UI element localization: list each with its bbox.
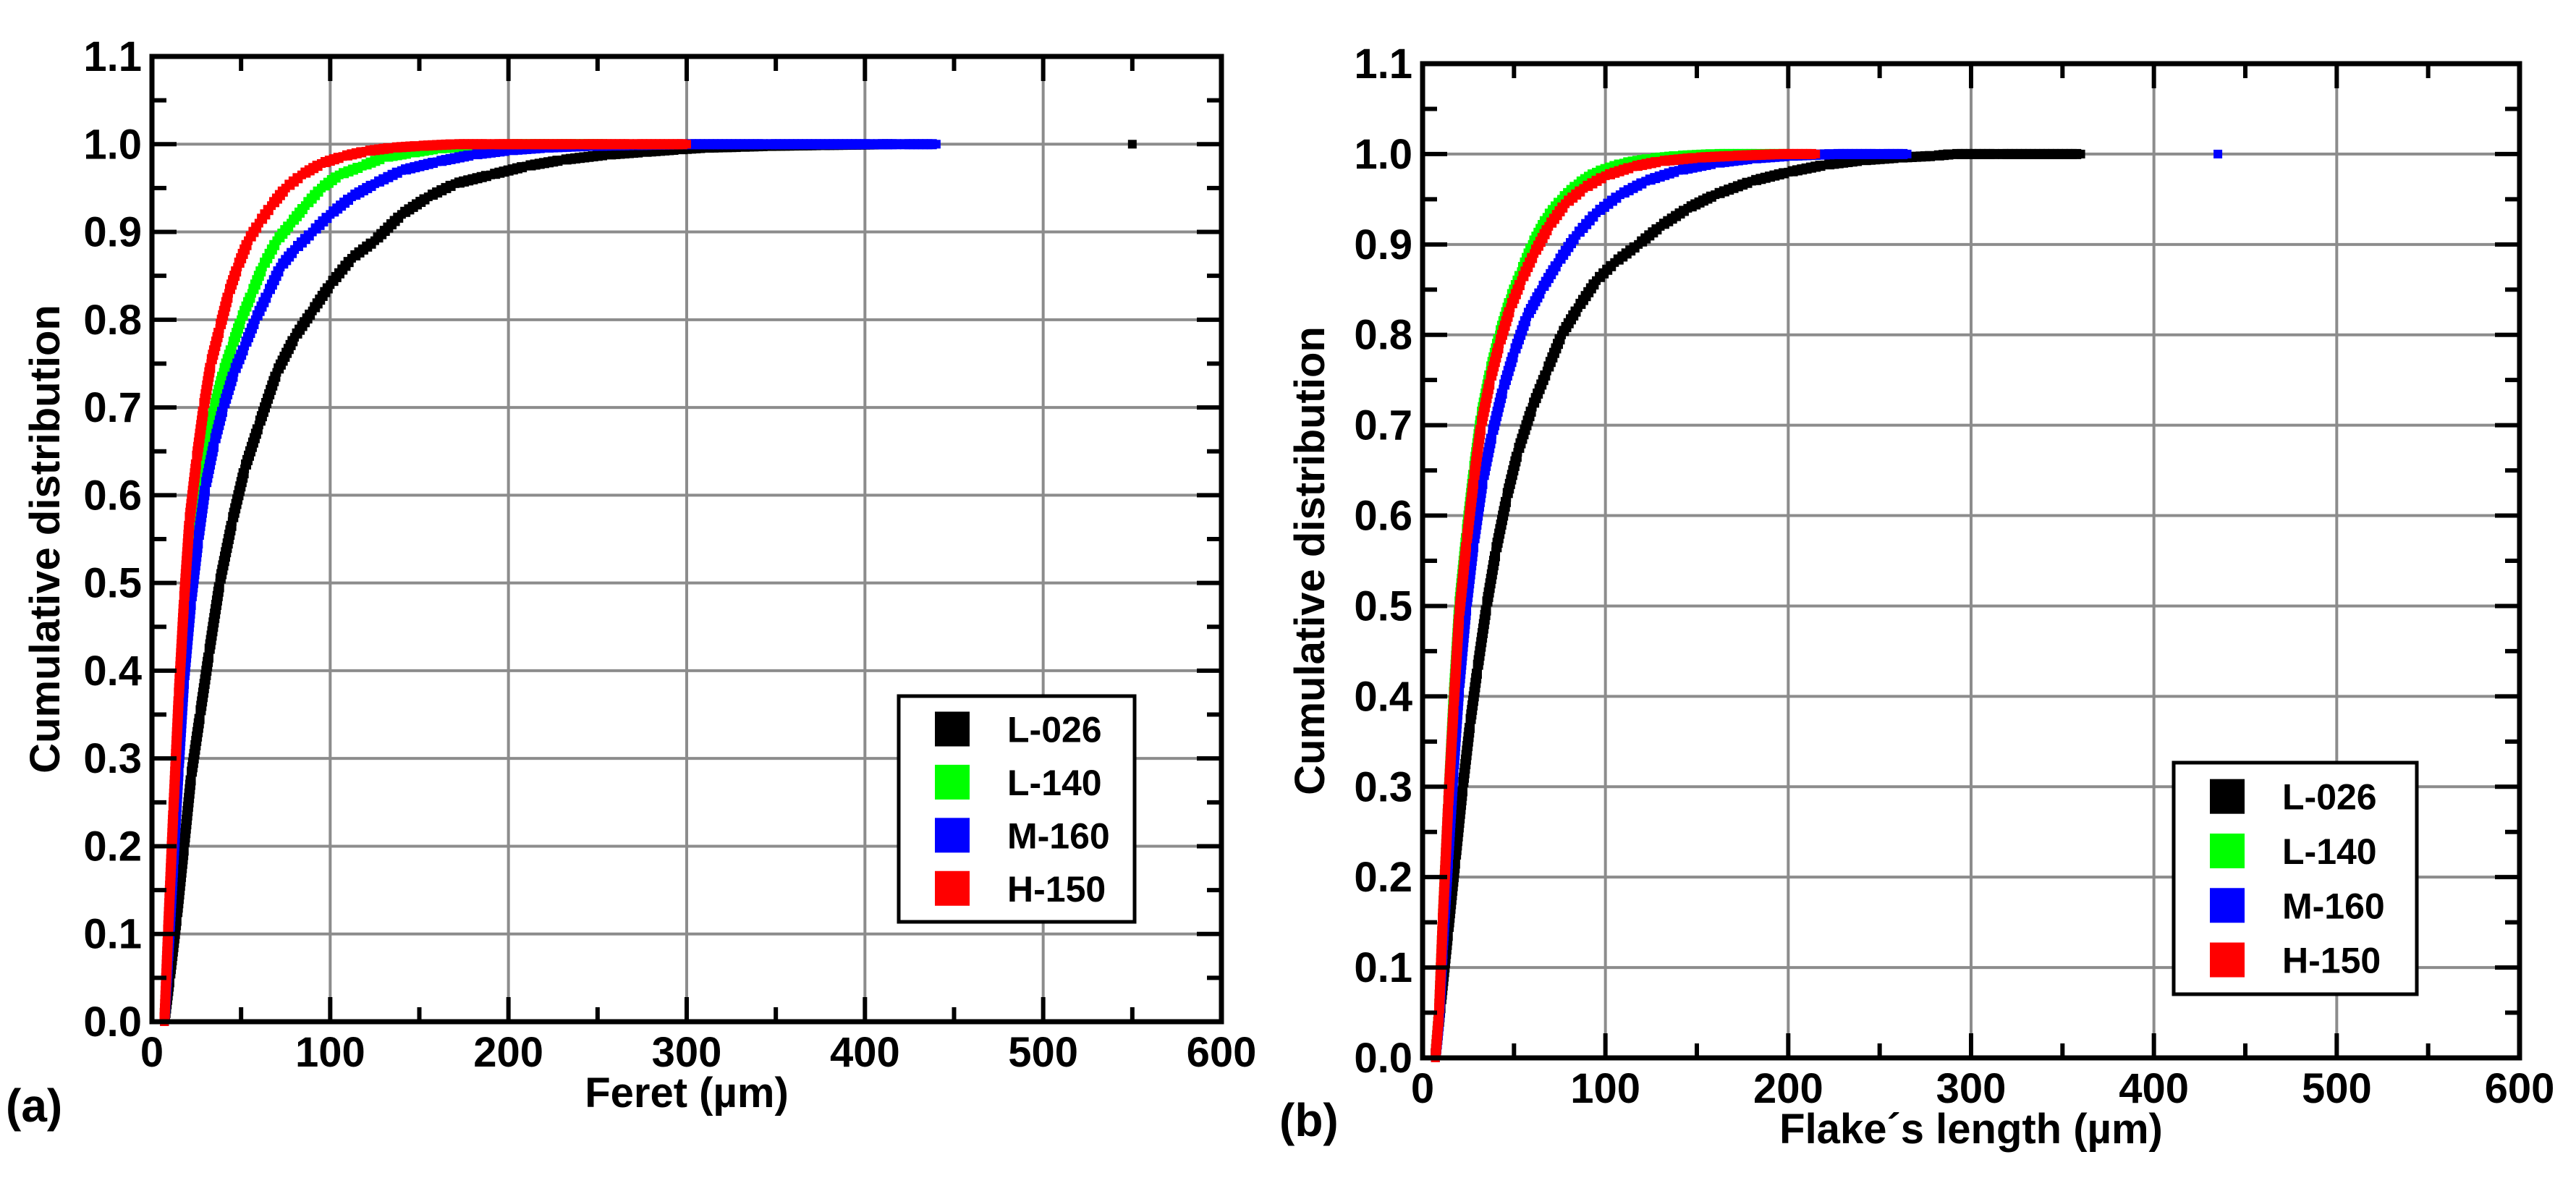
y-tick-label: 0.4 (1354, 673, 1412, 720)
chart-panel-a: 0 100 200 300 400 500 600 0.0 0.1 0.2 0.3 0.4 0.5 0.6… (6, 33, 1256, 1132)
data-marks (1431, 148, 2223, 1062)
data-point (1902, 149, 1912, 158)
y-tick-label: 0.5 (83, 560, 142, 607)
y-tick-label: 1.0 (83, 121, 142, 168)
data-point (1127, 140, 1137, 149)
legend-label: H-150 (1007, 869, 1106, 910)
legend-label: H-150 (2282, 941, 2381, 981)
y-tick-label: 0.3 (83, 735, 142, 782)
x-axis-title: Feret (µm) (585, 1069, 789, 1116)
x-tick-label: 200 (1753, 1065, 1823, 1112)
legend-swatch (935, 818, 970, 853)
legend-swatch (935, 870, 970, 906)
x-tick-label: 0 (1411, 1065, 1434, 1112)
legend-label: M-160 (2282, 886, 2385, 926)
legend: L-026 L-140 M-160 H-150 (897, 694, 1137, 924)
series-H-150 (159, 139, 691, 1026)
y-tick-label: 0.8 (83, 297, 142, 344)
y-tick-label: 0.9 (83, 209, 142, 256)
x-tick-label: 300 (1936, 1065, 2007, 1112)
y-tick-label: 0.4 (83, 648, 142, 695)
y-tick-label: 0.6 (83, 472, 142, 519)
data-point (682, 140, 691, 149)
data-point (2076, 149, 2085, 158)
data-point (1811, 149, 1821, 158)
x-tick-label: 300 (652, 1029, 722, 1076)
y-tick-label: 0.6 (1354, 493, 1412, 540)
x-tick-label: 500 (2302, 1065, 2372, 1112)
data-point (2213, 149, 2223, 158)
legend-swatch (2210, 942, 2245, 978)
legend-swatch (935, 711, 970, 747)
y-tick-label: 1.1 (83, 33, 142, 80)
legend-swatch (2210, 833, 2245, 868)
series-H-150 (1431, 148, 1821, 1062)
y-tick-label: 0.7 (1354, 402, 1412, 449)
panel-label: (b) (1279, 1094, 1339, 1146)
x-tick-label: 400 (2119, 1065, 2189, 1112)
legend-swatch (2210, 779, 2245, 814)
data-marks (159, 139, 1137, 1026)
data-point (931, 140, 941, 149)
y-tick-label: 0.3 (1354, 763, 1412, 810)
legend-swatch (935, 764, 970, 800)
x-tick-label: 200 (473, 1029, 543, 1076)
legend-label: L-140 (2282, 831, 2377, 872)
x-tick-label: 100 (1570, 1065, 1640, 1112)
x-tick-label: 500 (1008, 1029, 1078, 1076)
y-tick-label: 0.1 (1354, 944, 1412, 991)
legend-label: L-026 (2282, 777, 2377, 818)
y-tick-label: 0.9 (1354, 221, 1412, 268)
chart-panel-b: 0 100 200 300 400 500 600 0.0 0.1 0.2 0.3 0.4 0.5 0.6… (1279, 41, 2554, 1153)
y-tick-label: 0.2 (1354, 854, 1412, 901)
legend-swatch (2210, 888, 2245, 923)
x-axis-title: Flake´s length (µm) (1779, 1106, 2163, 1153)
y-tick-label: 0.1 (83, 911, 142, 958)
y-tick-label: 0.5 (1354, 582, 1412, 630)
x-tick-label: 600 (1187, 1029, 1257, 1076)
y-tick-label: 0.7 (83, 384, 142, 431)
axis-ticks (1420, 62, 2522, 1060)
y-tick-label: 0.8 (1354, 312, 1412, 359)
legend-label: M-160 (1007, 815, 1110, 856)
x-tick-label: 100 (295, 1029, 365, 1076)
y-axis-title: Cumulative distribution (1287, 326, 1334, 795)
y-tick-label: 0.0 (1354, 1035, 1412, 1082)
x-tick-label: 400 (830, 1029, 900, 1076)
y-tick-label: 1.0 (1354, 131, 1412, 178)
legend: L-026 L-140 M-160 H-150 (2172, 760, 2419, 996)
y-tick-label: 0.0 (83, 999, 142, 1046)
x-tick-label: 600 (2485, 1065, 2555, 1112)
panel-label: (a) (6, 1080, 62, 1132)
y-tick-label: 0.2 (83, 823, 142, 870)
legend-label: L-026 (1007, 710, 1102, 750)
axis-ticks (150, 54, 1224, 1024)
legend-label: L-140 (1007, 763, 1102, 803)
y-tick-label: 1.1 (1354, 41, 1412, 88)
y-axis-title: Cumulative distribution (22, 305, 69, 774)
x-tick-label: 0 (140, 1029, 164, 1076)
